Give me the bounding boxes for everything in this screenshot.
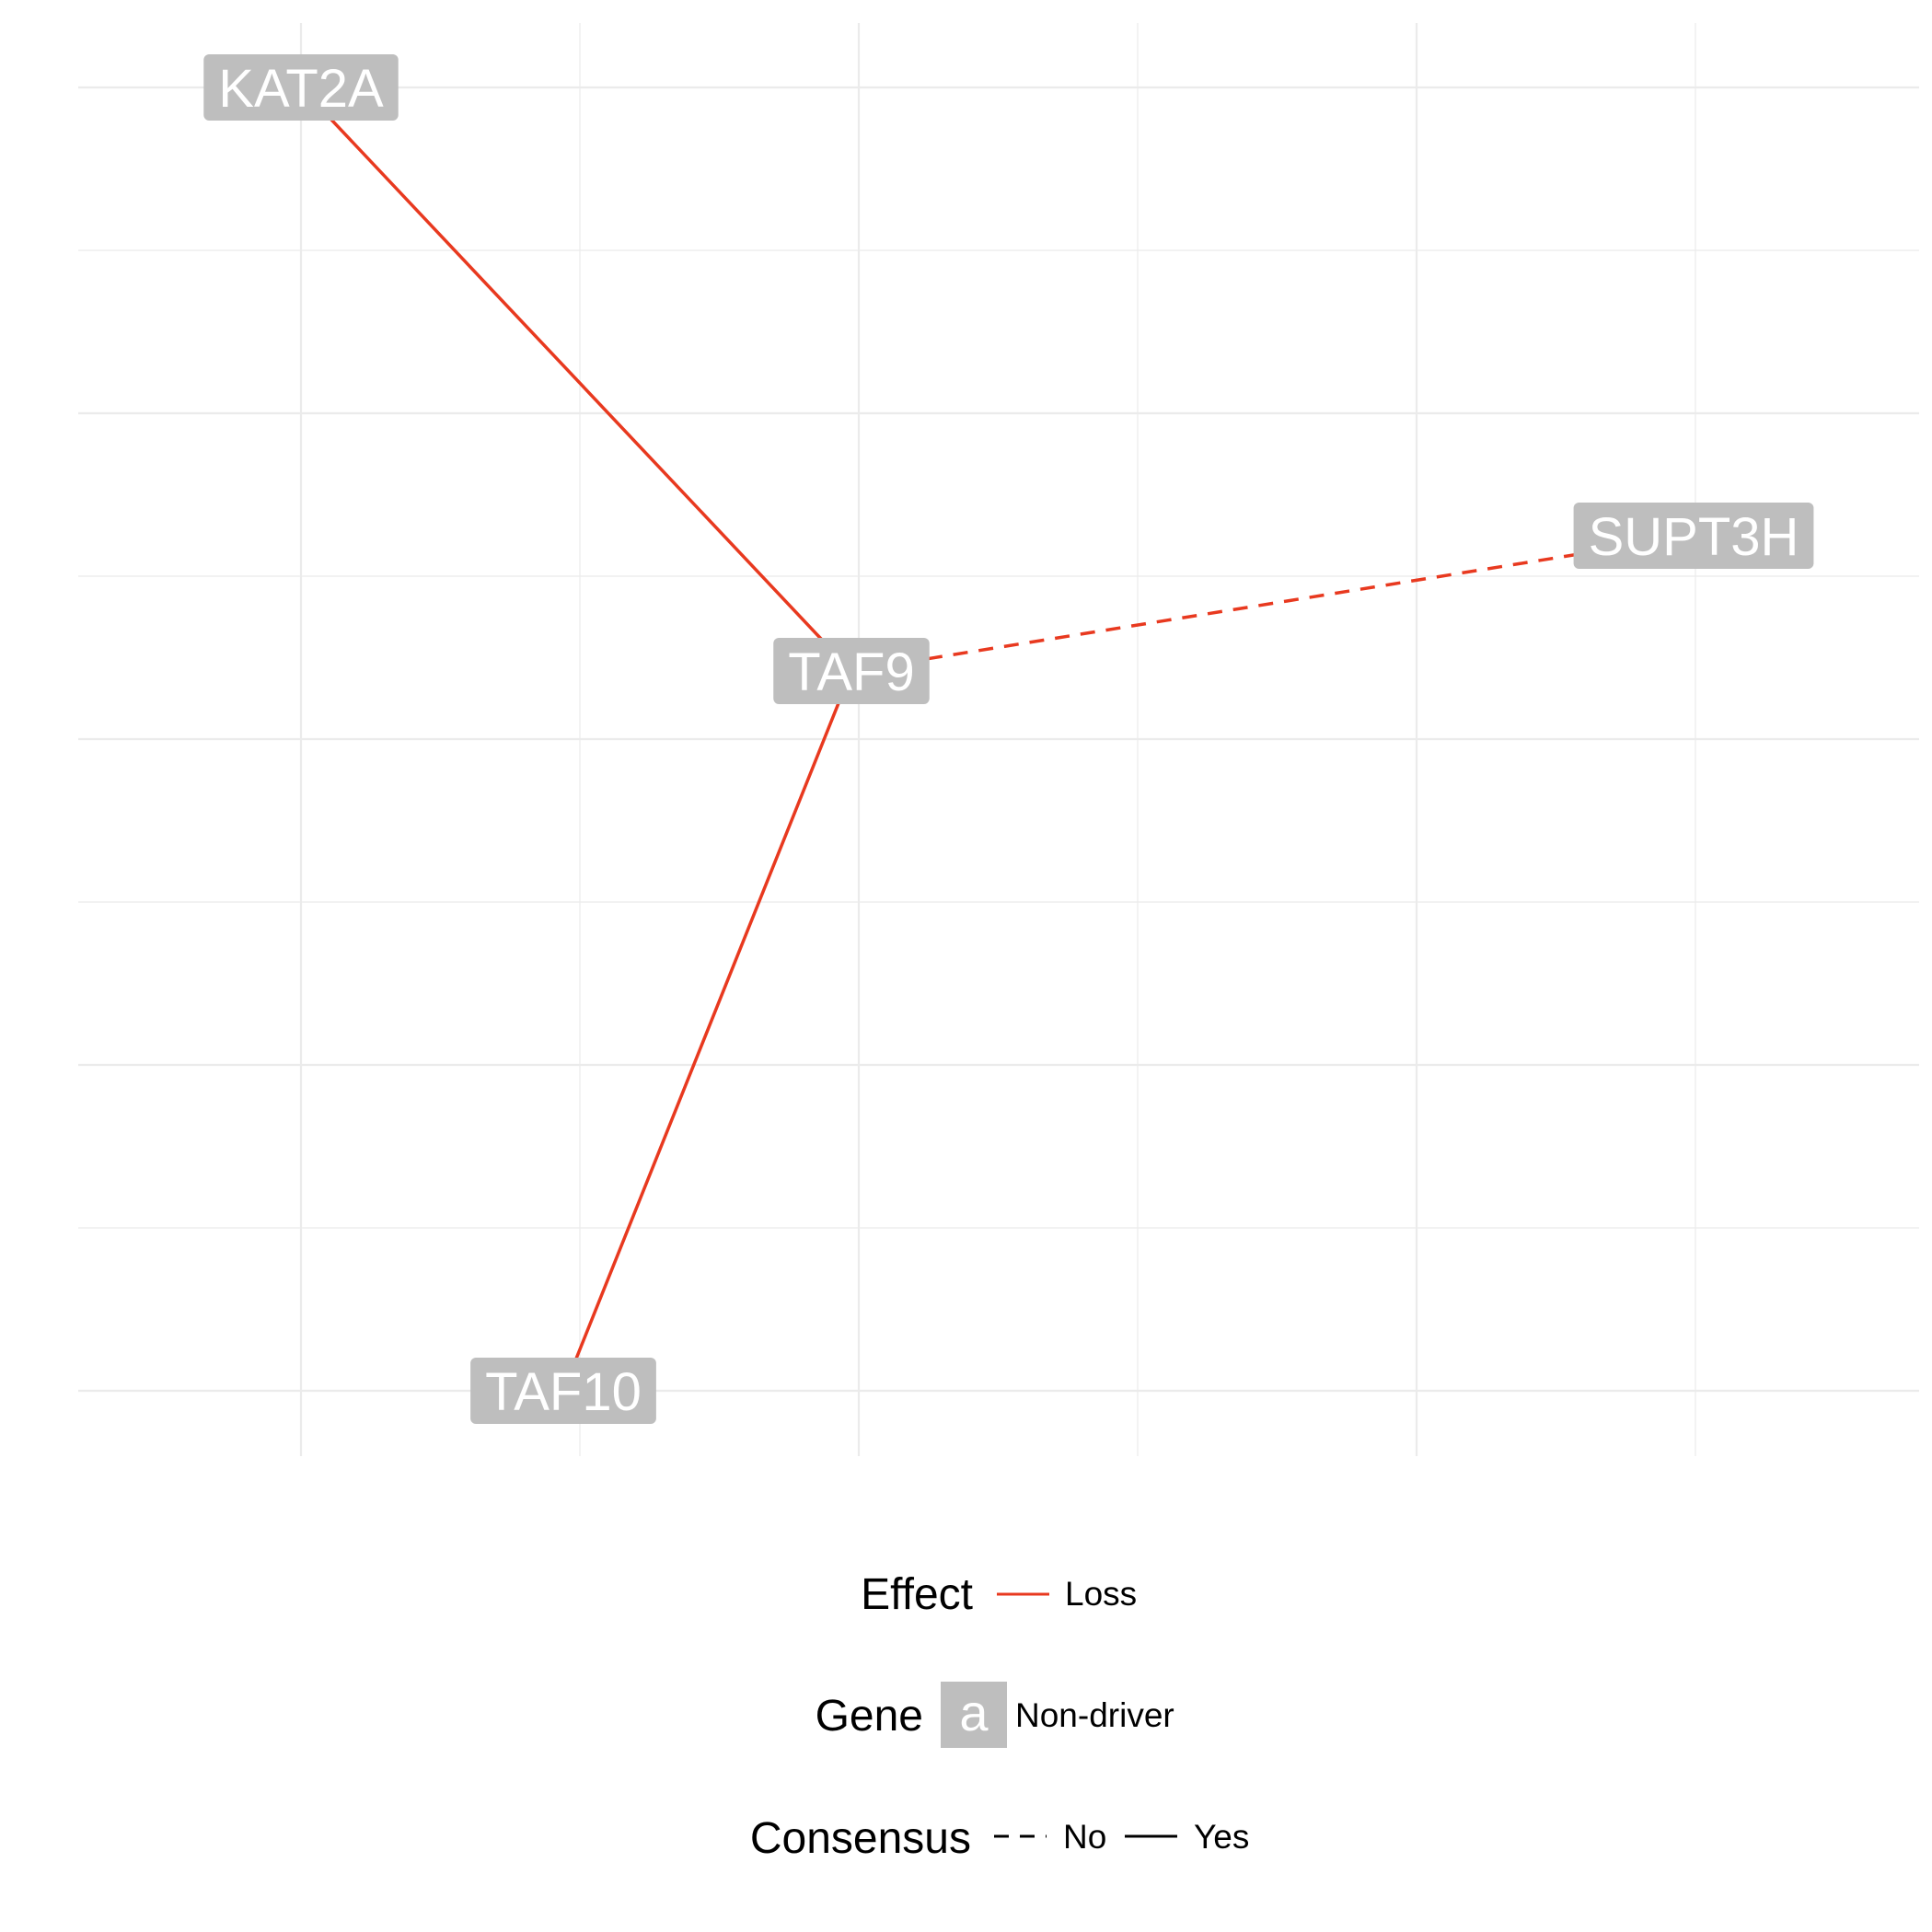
node-label-box	[1573, 503, 1814, 569]
node-label-box	[773, 638, 930, 704]
legend-gene-title: Gene	[816, 1692, 923, 1741]
node-label: TAF10	[485, 1362, 642, 1422]
legend-consensus-no-label: No	[1063, 1818, 1106, 1856]
node-label-box	[470, 1358, 656, 1424]
legend-effect: Effect Loss	[861, 1570, 1137, 1619]
node-kat2a: KAT2A	[203, 54, 399, 121]
legend-gene-nondriver-label: Non-driver	[1015, 1696, 1174, 1734]
node-label: SUPT3H	[1589, 507, 1799, 567]
edge-taf9-supt3h	[850, 534, 1695, 673]
node-label-box	[203, 54, 399, 121]
legend-consensus: Consensus No Yes	[750, 1814, 1250, 1863]
node-supt3h: SUPT3H	[1573, 503, 1814, 569]
node-label: TAF9	[788, 642, 915, 702]
nodes-layer: KAT2A TAF9 SUPT3H TAF10	[203, 54, 1814, 1424]
edge-taf9-taf10	[561, 670, 853, 1392]
legend-gene: Gene a Non-driver	[816, 1682, 1174, 1748]
node-label: KAT2A	[218, 59, 384, 119]
legend-effect-title: Effect	[861, 1570, 973, 1619]
legend-gene-key-glyph: a	[959, 1683, 989, 1741]
legend-gene-key	[941, 1682, 1007, 1748]
panel-grid	[78, 23, 1919, 1456]
legend-effect-loss-label: Loss	[1065, 1575, 1137, 1613]
node-taf9: TAF9	[773, 638, 930, 704]
legend-consensus-title: Consensus	[750, 1814, 971, 1863]
legend-consensus-yes-label: Yes	[1194, 1818, 1249, 1856]
node-taf10: TAF10	[470, 1358, 656, 1424]
edges-layer	[299, 86, 1695, 1392]
edge-kat2a-taf9	[299, 86, 853, 673]
legend: Effect Loss Gene a Non-driver Consensus …	[750, 1570, 1250, 1863]
